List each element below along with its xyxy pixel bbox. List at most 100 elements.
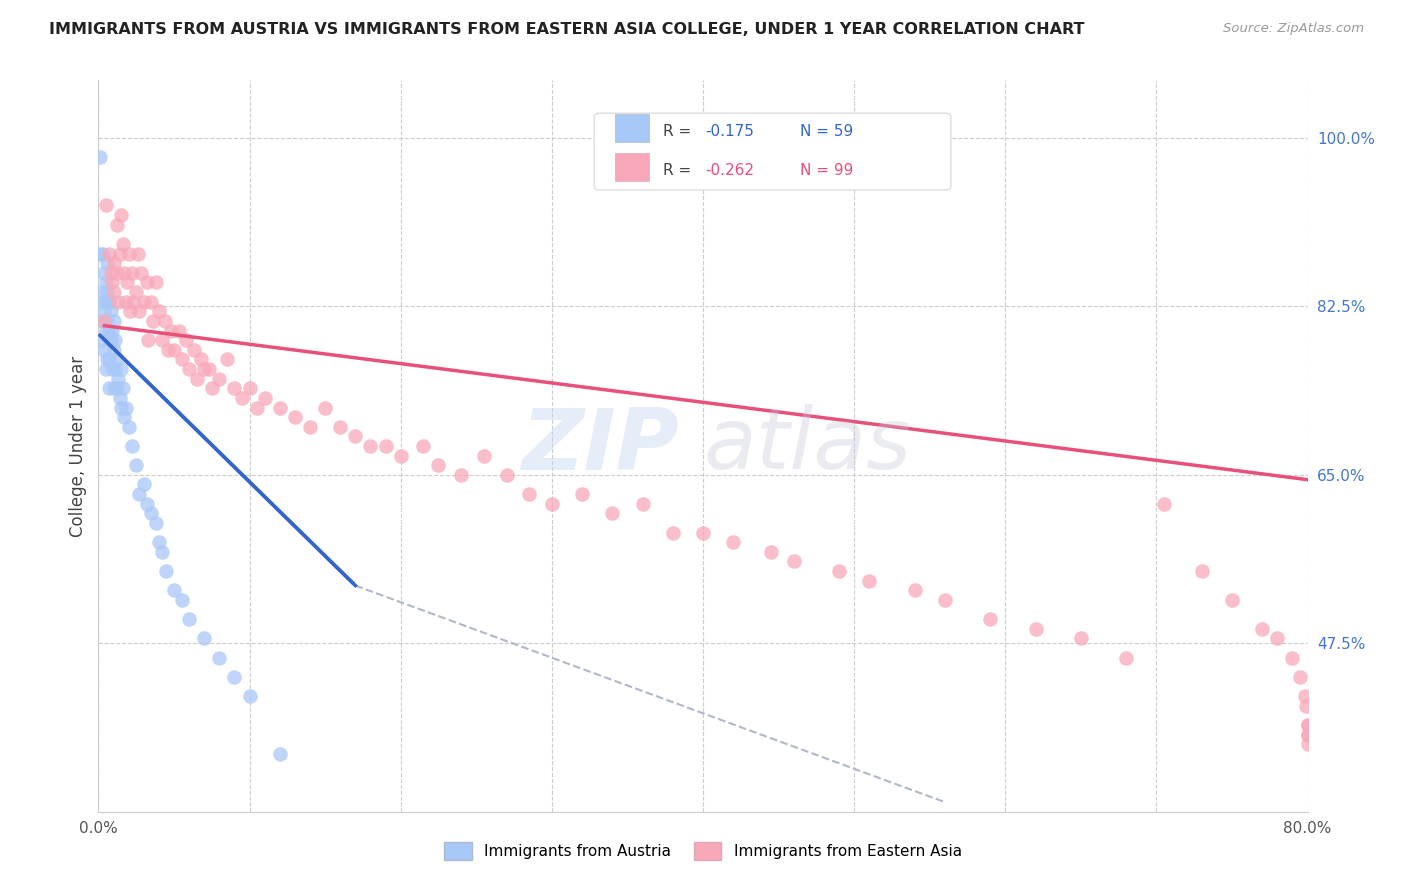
- Point: [103, 343, 125, 357]
- Point: [103, 381, 125, 395]
- Point: [631, 497, 654, 511]
- Point: [94, 294, 117, 309]
- Point: [1191, 564, 1213, 578]
- Point: [105, 381, 128, 395]
- Point: [101, 276, 124, 290]
- Point: [1295, 698, 1317, 713]
- Point: [155, 564, 177, 578]
- Point: [427, 458, 450, 473]
- Point: [239, 381, 262, 395]
- Point: [104, 362, 127, 376]
- Point: [98, 381, 121, 395]
- Point: [160, 324, 183, 338]
- Text: IMMIGRANTS FROM AUSTRIA VS IMMIGRANTS FROM EASTERN ASIA COLLEGE, UNDER 1 YEAR CO: IMMIGRANTS FROM AUSTRIA VS IMMIGRANTS FR…: [49, 22, 1084, 37]
- Point: [517, 487, 540, 501]
- Point: [108, 391, 131, 405]
- Point: [98, 324, 121, 338]
- Point: [828, 564, 851, 578]
- FancyBboxPatch shape: [614, 153, 648, 181]
- Text: -0.262: -0.262: [706, 162, 755, 178]
- Point: [208, 650, 231, 665]
- Point: [91, 246, 114, 260]
- Point: [104, 333, 127, 347]
- Point: [1281, 650, 1303, 665]
- Point: [96, 256, 118, 270]
- Point: [1296, 728, 1319, 742]
- Point: [540, 497, 562, 511]
- Point: [170, 593, 193, 607]
- Point: [96, 314, 118, 328]
- Point: [1251, 622, 1274, 636]
- FancyBboxPatch shape: [614, 114, 648, 143]
- Point: [231, 391, 253, 405]
- Point: [1267, 632, 1289, 646]
- Point: [571, 487, 593, 501]
- Text: ZIP: ZIP: [522, 404, 679, 488]
- Point: [93, 304, 115, 318]
- Point: [412, 439, 434, 453]
- Y-axis label: College, Under 1 year: College, Under 1 year: [69, 355, 87, 537]
- Point: [269, 401, 291, 415]
- Point: [100, 266, 122, 280]
- Point: [98, 352, 121, 367]
- Point: [93, 343, 115, 357]
- Point: [299, 419, 322, 434]
- Point: [145, 516, 167, 530]
- Point: [120, 304, 142, 318]
- Point: [94, 198, 117, 212]
- Point: [105, 218, 128, 232]
- Point: [314, 401, 336, 415]
- Point: [1296, 737, 1319, 751]
- Point: [98, 246, 121, 260]
- Point: [472, 449, 495, 463]
- Text: Source: ZipAtlas.com: Source: ZipAtlas.com: [1223, 22, 1364, 36]
- FancyBboxPatch shape: [595, 113, 950, 190]
- Text: N = 59: N = 59: [800, 124, 853, 139]
- Point: [136, 333, 159, 347]
- Text: atlas: atlas: [703, 404, 911, 488]
- Point: [101, 362, 124, 376]
- Point: [91, 333, 114, 347]
- Point: [129, 266, 152, 280]
- Point: [105, 352, 128, 367]
- Point: [150, 545, 173, 559]
- Point: [150, 333, 173, 347]
- Point: [183, 343, 205, 357]
- Point: [141, 294, 163, 309]
- Point: [125, 285, 148, 299]
- Point: [979, 612, 1001, 626]
- Point: [759, 545, 782, 559]
- Point: [112, 266, 135, 280]
- Point: [128, 487, 150, 501]
- Point: [114, 294, 136, 309]
- Point: [121, 266, 143, 280]
- Point: [269, 747, 291, 761]
- Point: [118, 246, 141, 260]
- Point: [174, 333, 197, 347]
- Point: [111, 236, 134, 251]
- Point: [89, 150, 111, 164]
- Point: [114, 401, 136, 415]
- Point: [858, 574, 880, 588]
- Point: [96, 285, 118, 299]
- Point: [112, 410, 135, 425]
- Point: [1296, 728, 1319, 742]
- Point: [1289, 670, 1312, 684]
- Point: [1153, 497, 1175, 511]
- Point: [128, 304, 150, 318]
- Point: [692, 525, 714, 540]
- Point: [239, 690, 262, 704]
- Point: [115, 276, 138, 290]
- Point: [105, 266, 128, 280]
- Point: [111, 381, 134, 395]
- Point: [108, 246, 131, 260]
- Point: [602, 507, 624, 521]
- Point: [167, 324, 190, 338]
- Point: [100, 304, 122, 318]
- Point: [1115, 650, 1137, 665]
- Point: [98, 294, 121, 309]
- Point: [934, 593, 956, 607]
- Point: [135, 276, 157, 290]
- Point: [253, 391, 276, 405]
- Point: [110, 401, 132, 415]
